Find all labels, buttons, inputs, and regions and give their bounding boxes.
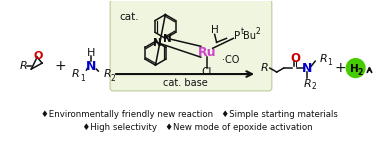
Text: +: +	[54, 59, 66, 73]
Text: R: R	[20, 61, 27, 71]
Text: R: R	[72, 69, 79, 79]
Text: N: N	[302, 62, 313, 75]
Text: H: H	[350, 64, 359, 74]
Circle shape	[346, 59, 365, 78]
Text: 1: 1	[80, 73, 85, 83]
Text: ·CO: ·CO	[222, 55, 239, 65]
Text: Bu: Bu	[243, 31, 256, 41]
Text: P: P	[234, 31, 241, 41]
Text: ♦Environmentally friendly new reaction   ♦Simple starting materials: ♦Environmentally friendly new reaction ♦…	[40, 110, 338, 119]
Text: O: O	[290, 52, 301, 65]
Text: Ru: Ru	[197, 46, 216, 59]
Text: R: R	[103, 69, 111, 79]
Text: O: O	[34, 51, 43, 61]
Text: 2: 2	[312, 82, 317, 91]
Text: ♦High selectivity   ♦New mode of epoxide activation: ♦High selectivity ♦New mode of epoxide a…	[66, 123, 312, 132]
Text: R: R	[320, 54, 328, 64]
Text: +: +	[334, 61, 345, 75]
Text: N: N	[163, 34, 172, 44]
Text: H: H	[87, 48, 96, 58]
Text: N: N	[86, 60, 97, 73]
Text: 1: 1	[327, 58, 332, 67]
Text: N: N	[153, 38, 162, 48]
Text: R: R	[261, 63, 269, 73]
Text: 2: 2	[357, 68, 362, 77]
Text: cat. base: cat. base	[163, 78, 208, 88]
Text: H: H	[211, 25, 218, 35]
Text: Cl: Cl	[201, 67, 212, 77]
Text: 2: 2	[255, 27, 260, 36]
Text: t: t	[240, 27, 243, 36]
Text: R: R	[304, 79, 311, 89]
Text: cat.: cat.	[119, 12, 139, 22]
Text: 2: 2	[111, 73, 115, 83]
FancyBboxPatch shape	[110, 0, 272, 91]
